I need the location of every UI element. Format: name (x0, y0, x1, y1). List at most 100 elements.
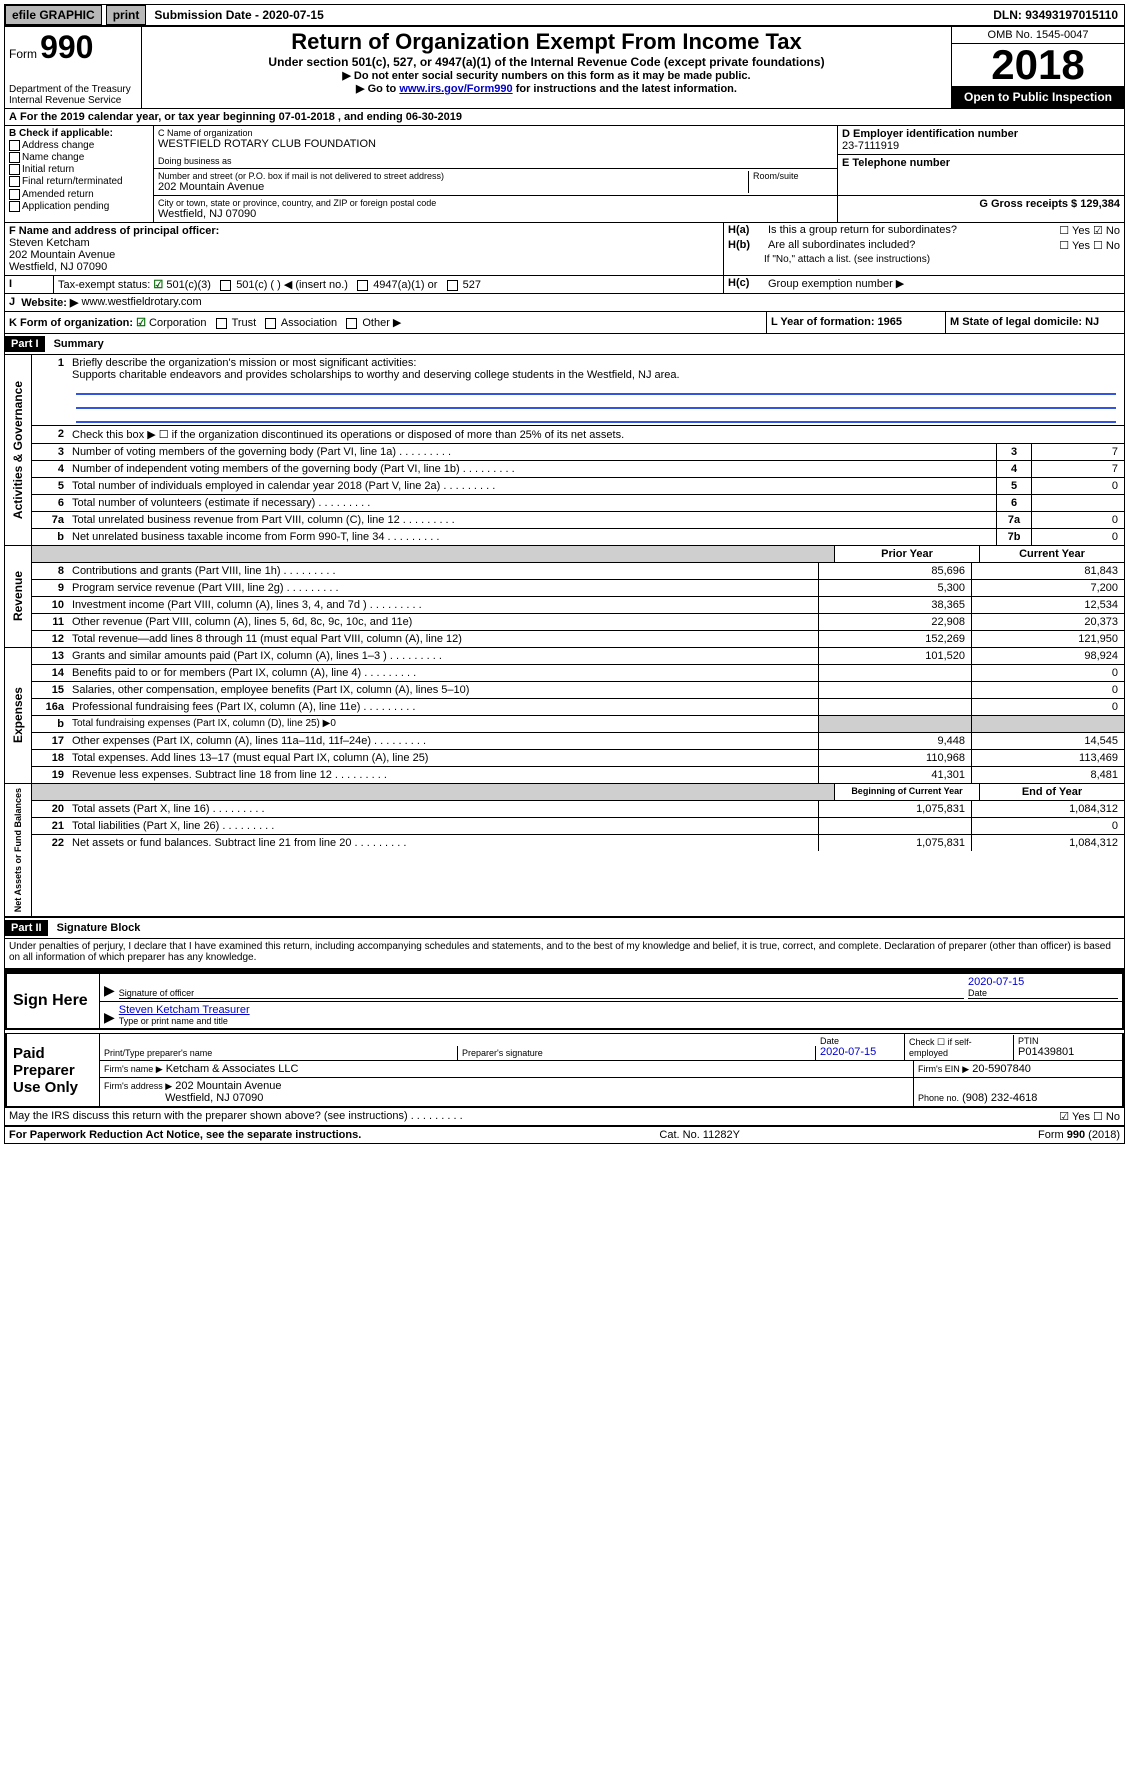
paid-h3v: 2020-07-15 (820, 1046, 900, 1058)
footer-right: Form 990 (2018) (1038, 1129, 1120, 1141)
ha-text: Is this a group return for subordinates? (768, 224, 1010, 237)
year-cell: OMB No. 1545-0047 2018 Open to Public In… (952, 27, 1124, 108)
discuss-text: May the IRS discuss this return with the… (9, 1110, 463, 1123)
hc-label: H(c) (728, 277, 768, 290)
line5: Total number of individuals employed in … (68, 478, 996, 494)
tax-year: 2018 (952, 44, 1124, 86)
prior-year-head: Prior Year (834, 546, 979, 562)
check-address[interactable] (9, 140, 20, 151)
check-amended[interactable] (9, 189, 20, 200)
line6: Total number of volunteers (estimate if … (68, 495, 996, 511)
paid-addr-label: Firm's address ▶ (104, 1081, 172, 1091)
l19c: 8,481 (971, 767, 1124, 783)
l22p: 1,075,831 (818, 835, 971, 851)
check-other[interactable] (346, 318, 357, 329)
line7b: Net unrelated business taxable income fr… (68, 529, 996, 545)
l12: Total revenue—add lines 8 through 11 (mu… (68, 631, 818, 647)
l8c: 81,843 (971, 563, 1124, 579)
footer-mid: Cat. No. 11282Y (659, 1129, 740, 1141)
l-year: L Year of formation: 1965 (767, 312, 946, 333)
paid-firm: Ketcham & Associates LLC (166, 1063, 299, 1075)
goto-note: ▶ Go to www.irs.gov/Form990 for instruct… (146, 82, 947, 95)
check-527[interactable] (447, 280, 458, 291)
dln-label: DLN: 93493197015110 (987, 6, 1124, 24)
right-ids-column: D Employer identification number 23-7111… (838, 126, 1124, 222)
check-name-label: Name change (22, 152, 84, 163)
org-column: C Name of organization WESTFIELD ROTARY … (154, 126, 838, 222)
goto-pre: ▶ Go to (356, 83, 399, 95)
i-501c3: 501(c)(3) (166, 279, 211, 291)
sign-block: Sign Here ▶ Signature of officer 2020-07… (5, 968, 1124, 1030)
j-website-value[interactable]: www.westfieldrotary.com (81, 296, 201, 309)
paid-h1: Print/Type preparer's name (104, 1048, 453, 1058)
l22c: 1,084,312 (971, 835, 1124, 851)
line1-label: Briefly describe the organization's miss… (72, 357, 416, 369)
discuss-yesno[interactable]: ☑ Yes ☐ No (1059, 1110, 1120, 1123)
f-city: Westfield, NJ 07090 (9, 261, 719, 273)
ha-label: H(a) (728, 224, 768, 237)
i-4947: 4947(a)(1) or (373, 279, 437, 291)
c-name-label: C Name of organization (158, 128, 833, 138)
side-revenue: Revenue (5, 546, 32, 647)
print-button[interactable]: print (106, 5, 147, 25)
period-a: A (9, 111, 20, 123)
paid-h2: Preparer's signature (462, 1048, 811, 1058)
check-final[interactable] (9, 176, 20, 187)
j-label-cell: J (9, 296, 21, 309)
l13p: 101,520 (818, 648, 971, 664)
paid-h3: Date (820, 1036, 900, 1046)
dba-label: Doing business as (158, 156, 833, 166)
l20p: 1,075,831 (818, 801, 971, 817)
e-tel-label: E Telephone number (842, 157, 1120, 169)
goto-post: for instructions and the latest informat… (513, 83, 737, 95)
hb-yesno[interactable]: ☐ Yes ☐ No (1010, 239, 1120, 252)
sig-name-label: Type or print name and title (119, 1016, 1114, 1026)
form-number: 990 (40, 29, 93, 66)
hb-text: Are all subordinates included? (768, 239, 1010, 252)
part2-title: Signature Block (51, 922, 141, 934)
line7a-val: 0 (1031, 512, 1124, 528)
line3: Number of voting members of the governin… (68, 444, 996, 460)
irs-label: Internal Revenue Service (9, 95, 137, 106)
line1-text: Supports charitable endeavors and provid… (72, 369, 680, 381)
l11p: 22,908 (818, 614, 971, 630)
check-501c3-icon: ☑ (153, 279, 163, 291)
k-assoc: Association (281, 317, 337, 329)
footer-left: For Paperwork Reduction Act Notice, see … (9, 1129, 361, 1141)
l14: Benefits paid to or for members (Part IX… (68, 665, 818, 681)
l22: Net assets or fund balances. Subtract li… (68, 835, 818, 851)
l21p (818, 818, 971, 834)
l9: Program service revenue (Part VIII, line… (68, 580, 818, 596)
check-name[interactable] (9, 152, 20, 163)
form990-link[interactable]: www.irs.gov/Form990 (399, 83, 512, 95)
line3-val: 7 (1031, 444, 1124, 460)
paid-ein-label: Firm's EIN ▶ (918, 1064, 969, 1074)
check-initial[interactable] (9, 164, 20, 175)
ha-yesno[interactable]: ☐ Yes ☑ No (1010, 224, 1120, 237)
hb-note: If "No," attach a list. (see instruction… (764, 254, 930, 265)
l8: Contributions and grants (Part VIII, lin… (68, 563, 818, 579)
efile-button[interactable]: efile GRAPHIC (5, 5, 102, 25)
k-corp: Corporation (149, 317, 206, 329)
check-pending[interactable] (9, 201, 20, 212)
check-trust[interactable] (216, 318, 227, 329)
side-activities: Activities & Governance (5, 355, 32, 545)
l11c: 20,373 (971, 614, 1124, 630)
check-amended-label: Amended return (22, 189, 94, 200)
room-label: Room/suite (753, 171, 833, 181)
i-tax-label: Tax-exempt status: (58, 279, 150, 291)
line4-val: 7 (1031, 461, 1124, 477)
arrow-icon: ▶ (104, 982, 115, 999)
f-label: F Name and address of principal officer: (9, 225, 719, 237)
submission-date-label: Submission Date - 2020-07-15 (150, 6, 327, 24)
l16ap (818, 699, 971, 715)
period-text: For the 2019 calendar year, or tax year … (20, 111, 462, 123)
check-4947[interactable] (357, 280, 368, 291)
check-assoc[interactable] (265, 318, 276, 329)
hc-text: Group exemption number ▶ (768, 277, 1120, 290)
line4: Number of independent voting members of … (68, 461, 996, 477)
i-527: 527 (463, 279, 481, 291)
check-501c[interactable] (220, 280, 231, 291)
hb-label: H(b) (728, 239, 768, 252)
na-prior-head: Beginning of Current Year (834, 784, 979, 800)
